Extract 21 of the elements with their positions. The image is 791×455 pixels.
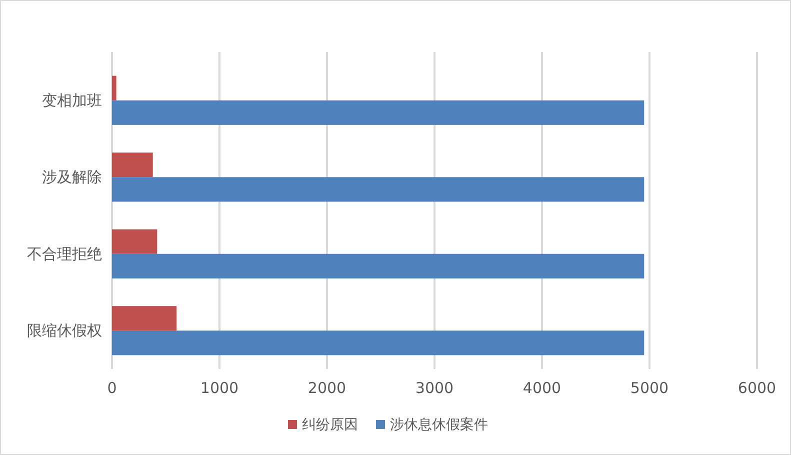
bar [112,330,644,356]
bar [112,306,176,331]
bar [112,229,158,254]
bar [112,177,644,202]
x-tick-label: 1000 [200,379,239,397]
bar [112,254,644,278]
bar [112,100,644,125]
legend-label: 涉休息休假案件 [390,416,488,433]
y-tick-label: 不合理拒绝 [27,244,102,263]
y-tick-label: 涉及解除 [42,168,102,186]
bar [112,152,153,178]
x-tick-label: 5000 [630,379,669,397]
x-tick-label: 2000 [308,379,346,397]
y-tick-label: 变相加班 [42,91,102,110]
legend-label: 纠纷原因 [302,417,358,433]
x-tick-label: 0 [107,379,117,397]
bar [112,76,116,100]
x-tick-label: 6000 [738,379,776,397]
x-tick-label: 3000 [415,379,454,397]
x-tick-label: 4000 [522,379,562,397]
y-tick-label: 限缩休假权 [27,322,102,340]
